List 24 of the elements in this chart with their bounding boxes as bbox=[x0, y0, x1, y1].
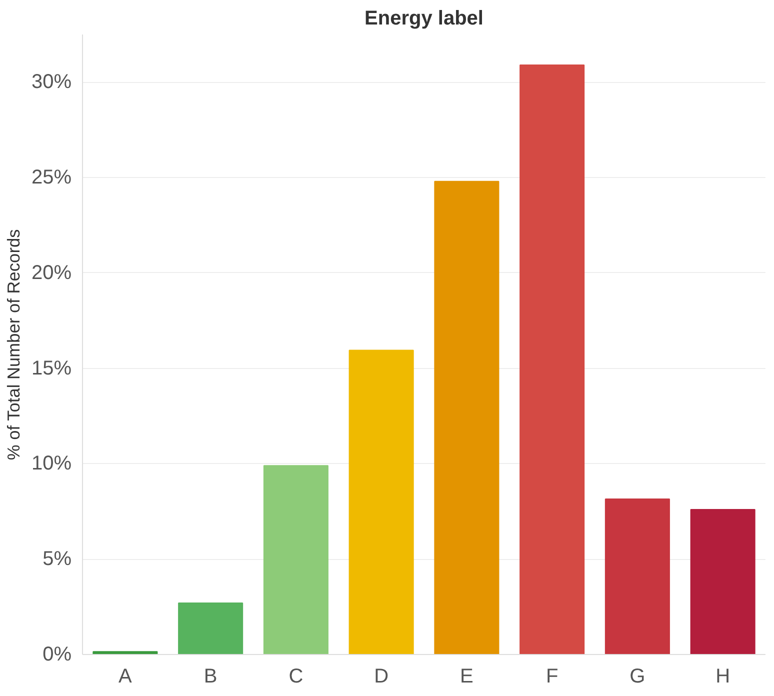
x-tick-label: G bbox=[630, 666, 646, 688]
x-tick-label: E bbox=[460, 666, 474, 688]
bar bbox=[178, 602, 244, 654]
x-tick-label: F bbox=[546, 666, 558, 688]
y-tick-label: 25% bbox=[31, 166, 72, 189]
y-axis-title: % of Total Number of Records bbox=[3, 228, 24, 460]
bar bbox=[348, 350, 414, 654]
x-tick-label: B bbox=[204, 666, 218, 688]
y-tick-label: 20% bbox=[31, 262, 72, 284]
bar bbox=[520, 64, 585, 654]
bar bbox=[690, 509, 756, 654]
bar bbox=[434, 180, 500, 654]
x-tick-label: A bbox=[118, 666, 133, 688]
x-tick-label: H bbox=[716, 666, 730, 688]
bar bbox=[263, 465, 328, 654]
bar bbox=[604, 498, 670, 654]
chart-title: Energy label bbox=[364, 8, 484, 30]
y-tick-label: 0% bbox=[42, 644, 72, 666]
y-tick-label: 30% bbox=[31, 71, 72, 94]
y-tick-label: 15% bbox=[31, 357, 72, 380]
x-tick-label: D bbox=[374, 666, 389, 688]
y-tick-label: 10% bbox=[31, 452, 72, 475]
y-tick-label: 5% bbox=[42, 548, 72, 570]
x-tick-label: C bbox=[288, 666, 304, 688]
